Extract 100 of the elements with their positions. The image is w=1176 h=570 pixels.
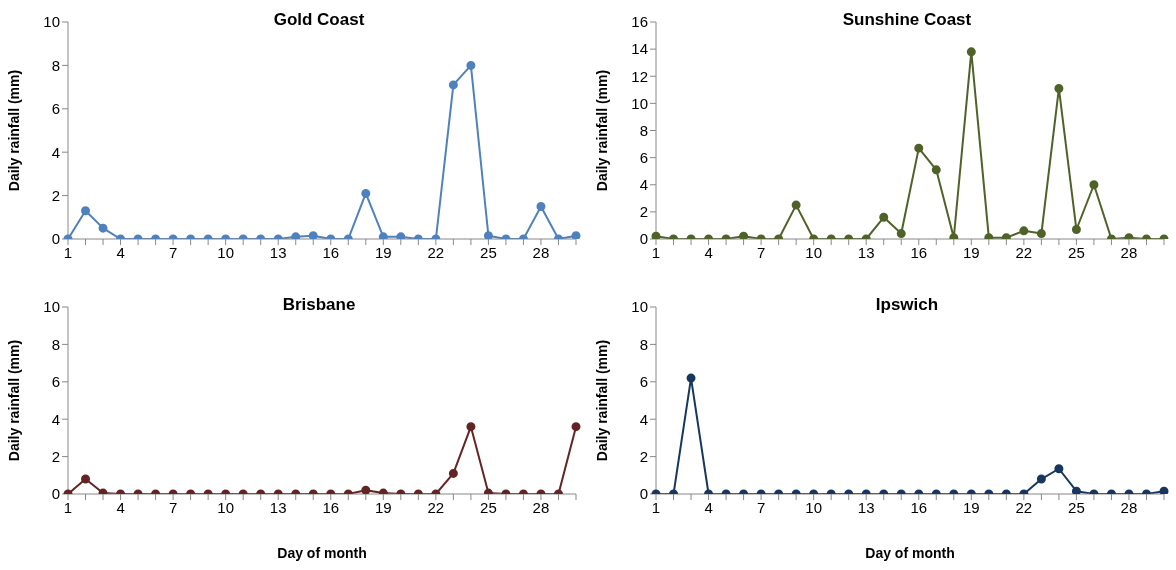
x-tick-label: 13 bbox=[857, 498, 875, 516]
y-tick-label: 2 bbox=[51, 186, 60, 204]
x-tick-label: 19 bbox=[962, 243, 980, 261]
point bbox=[1019, 226, 1029, 236]
x-tick-label: 13 bbox=[269, 243, 287, 261]
point bbox=[931, 165, 941, 175]
point bbox=[1089, 180, 1099, 190]
point bbox=[739, 231, 749, 239]
x-tick-label: 16 bbox=[910, 243, 928, 261]
y-tick-label: 8 bbox=[51, 56, 60, 74]
point bbox=[1159, 486, 1169, 494]
point bbox=[361, 188, 371, 198]
y-tick-label: 4 bbox=[51, 410, 60, 428]
point bbox=[396, 232, 406, 239]
point bbox=[571, 231, 581, 239]
point bbox=[966, 47, 976, 57]
x-tick-label: 7 bbox=[756, 243, 766, 261]
y-tick-label: 0 bbox=[639, 230, 648, 248]
x-tick-label: 22 bbox=[427, 243, 445, 261]
x-tick-label: 1 bbox=[651, 498, 661, 516]
chart-title: Ipswich bbox=[874, 295, 940, 315]
y-axis-title: Daily rainfall (mm) bbox=[5, 69, 22, 192]
x-tick-label: 16 bbox=[910, 498, 928, 516]
x-tick-label: 1 bbox=[651, 243, 661, 261]
x-tick-label: 22 bbox=[427, 498, 445, 516]
x-tick-label: 13 bbox=[269, 498, 287, 516]
point bbox=[914, 143, 924, 153]
x-tick-label: 28 bbox=[1120, 243, 1138, 261]
point bbox=[536, 201, 546, 211]
x-tick-label: 19 bbox=[374, 243, 392, 261]
y-tick-label: 8 bbox=[639, 335, 648, 353]
point bbox=[466, 60, 476, 70]
x-axis-title: Day of month bbox=[277, 545, 367, 561]
y-tick-label: 6 bbox=[51, 100, 60, 118]
x-tick-label: 7 bbox=[168, 498, 178, 516]
y-axis-title: Daily rainfall (mm) bbox=[593, 69, 610, 192]
point bbox=[483, 231, 493, 239]
y-tick-label: 10 bbox=[631, 298, 648, 316]
y-tick-label: 4 bbox=[639, 410, 648, 428]
x-tick-label: 10 bbox=[805, 498, 822, 516]
x-tick-label: 28 bbox=[532, 498, 550, 516]
x-tick-label: 28 bbox=[532, 243, 550, 261]
y-tick-label: 8 bbox=[51, 335, 60, 353]
x-tick-label: 25 bbox=[1068, 498, 1085, 516]
y-axis-title: Daily rainfall (mm) bbox=[5, 339, 22, 462]
x-tick-label: 4 bbox=[704, 498, 713, 516]
y-tick-label: 10 bbox=[43, 298, 60, 316]
y-tick-label: 0 bbox=[639, 485, 648, 503]
point bbox=[686, 373, 696, 383]
point bbox=[1071, 486, 1081, 494]
y-tick-label: 2 bbox=[639, 203, 648, 221]
y-tick-label: 14 bbox=[631, 40, 648, 58]
y-tick-label: 2 bbox=[51, 447, 60, 465]
chart-title: Gold Coast bbox=[272, 10, 366, 30]
x-tick-label: 16 bbox=[322, 243, 340, 261]
x-tick-label: 1 bbox=[63, 243, 73, 261]
y-tick-label: 12 bbox=[631, 67, 648, 85]
x-tick-label: 19 bbox=[962, 498, 980, 516]
y-tick-label: 10 bbox=[631, 94, 648, 112]
y-tick-label: 0 bbox=[51, 230, 60, 248]
x-tick-label: 25 bbox=[480, 498, 497, 516]
x-tick-label: 1 bbox=[63, 498, 73, 516]
y-tick-label: 2 bbox=[639, 447, 648, 465]
x-tick-label: 22 bbox=[1015, 498, 1033, 516]
y-tick-label: 6 bbox=[639, 373, 648, 391]
x-tick-label: 10 bbox=[217, 498, 234, 516]
point bbox=[81, 206, 91, 216]
y-tick-label: 0 bbox=[51, 485, 60, 503]
x-axis-title: Day of month bbox=[865, 545, 955, 561]
x-tick-label: 16 bbox=[322, 498, 340, 516]
point bbox=[448, 80, 458, 90]
x-tick-label: 7 bbox=[756, 498, 766, 516]
x-tick-label: 19 bbox=[374, 498, 392, 516]
x-tick-label: 10 bbox=[217, 243, 234, 261]
x-tick-label: 22 bbox=[1015, 243, 1033, 261]
chart-title: Brisbane bbox=[281, 295, 357, 315]
x-tick-label: 4 bbox=[116, 243, 125, 261]
point bbox=[879, 212, 889, 222]
point bbox=[791, 200, 801, 210]
y-tick-label: 10 bbox=[43, 13, 60, 31]
point bbox=[291, 232, 301, 239]
x-tick-label: 25 bbox=[1068, 243, 1085, 261]
y-tick-label: 8 bbox=[639, 121, 648, 139]
point bbox=[98, 223, 108, 233]
point bbox=[308, 231, 318, 239]
y-axis-title: Daily rainfall (mm) bbox=[593, 339, 610, 462]
x-tick-label: 4 bbox=[704, 243, 713, 261]
y-tick-label: 16 bbox=[631, 13, 648, 31]
x-tick-label: 10 bbox=[805, 243, 822, 261]
x-tick-label: 28 bbox=[1120, 498, 1138, 516]
y-tick-label: 4 bbox=[51, 143, 60, 161]
y-tick-label: 6 bbox=[639, 148, 648, 166]
x-tick-label: 13 bbox=[857, 243, 875, 261]
y-tick-label: 6 bbox=[51, 373, 60, 391]
point bbox=[378, 232, 388, 239]
x-tick-label: 25 bbox=[480, 243, 497, 261]
point bbox=[1054, 83, 1064, 93]
x-tick-label: 7 bbox=[168, 243, 178, 261]
chart-title: Sunshine Coast bbox=[841, 10, 973, 30]
x-tick-label: 4 bbox=[116, 498, 125, 516]
